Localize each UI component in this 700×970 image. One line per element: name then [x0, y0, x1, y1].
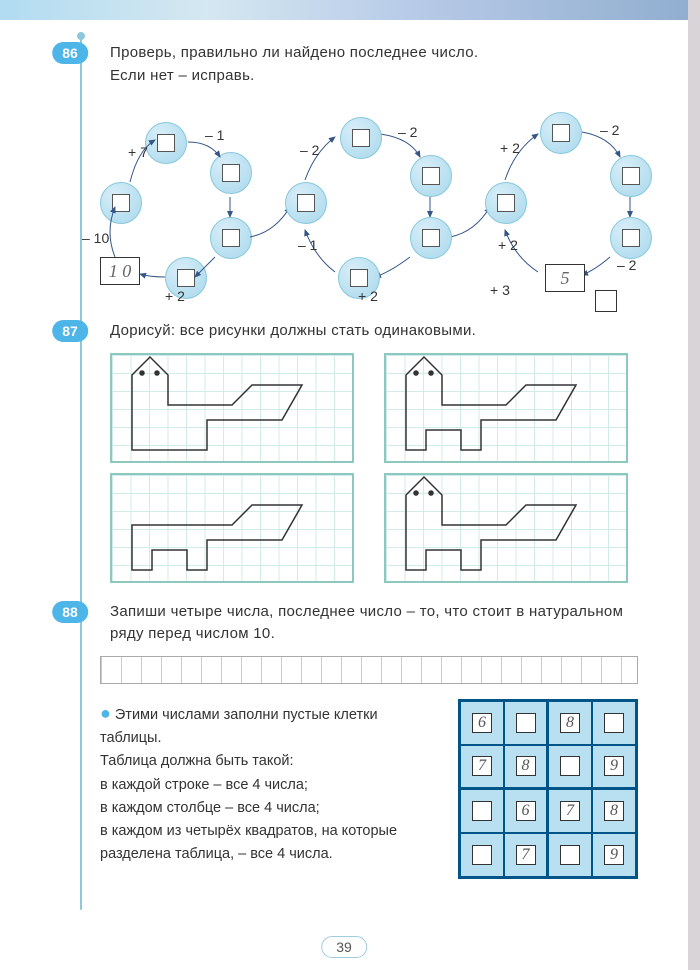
sudoku-cell: 8	[592, 789, 636, 833]
sudoku-cell: 9	[592, 745, 636, 789]
sudoku-cell: 8	[548, 701, 592, 745]
workbook-page: 86 Проверь, правильно ли найдено последн…	[0, 0, 700, 970]
op-label: – 1	[298, 237, 317, 253]
sudoku-table: 6 8 7 8 9 6 7 8 7 9	[458, 699, 638, 879]
chain-node	[210, 217, 252, 259]
sudoku-cell: 6	[460, 701, 504, 745]
op-label: + 2	[500, 140, 520, 156]
sudoku-value-box: 8	[604, 801, 624, 821]
chain-node	[410, 217, 452, 259]
exercise-number-badge: 87	[52, 320, 88, 342]
chain-node	[285, 182, 327, 224]
op-label: + 2	[498, 237, 518, 253]
chain-node	[540, 112, 582, 154]
drawing-grid	[384, 353, 628, 463]
sudoku-value-box: 9	[604, 845, 624, 865]
sudoku-value-box	[472, 801, 492, 821]
drawing-grid	[110, 473, 354, 583]
op-label: + 7	[128, 144, 148, 160]
grid-row-1	[110, 353, 628, 463]
exercise-88: 8 8 Запиши четыре числа, последнее число …	[80, 601, 658, 879]
number-chain-diagram: 1 0	[90, 102, 648, 302]
chain-node	[340, 117, 382, 159]
exercise-87-text: Дорисуй: все рисунки должны стать одинак…	[110, 320, 658, 343]
sudoku-value-box: 7	[516, 845, 536, 865]
sudoku-cell: 7	[504, 833, 548, 877]
sudoku-cell	[592, 701, 636, 745]
sudoku-value-box	[560, 845, 580, 865]
sudoku-value-box: 7	[472, 756, 492, 776]
grid-row-2	[110, 473, 628, 583]
drawing-grid	[110, 353, 354, 463]
op-label: + 3	[490, 282, 510, 298]
page-number: 39	[321, 936, 367, 958]
chain-node	[610, 217, 652, 259]
sudoku-cell: 7	[548, 789, 592, 833]
op-label: – 2	[617, 257, 636, 273]
answer-grid-strip	[100, 656, 638, 684]
exercise-86-text: Проверь, правильно ли найдено последнее …	[110, 42, 658, 87]
exercise-88-instructions: ●Этими числами заполни пустые клетки таб…	[100, 699, 438, 867]
drawing-grid	[384, 473, 628, 583]
sudoku-value-box: 8	[560, 713, 580, 733]
op-label: – 10	[82, 230, 109, 246]
exercise-87: 87 Дорисуй: все рисунки должны стать оди…	[80, 320, 658, 583]
chain-end-value: 5	[545, 264, 585, 292]
sudoku-cell: 8	[504, 745, 548, 789]
sudoku-value-box: 9	[604, 756, 624, 776]
chain-node	[210, 152, 252, 194]
chain-node	[610, 155, 652, 197]
sudoku-cell	[460, 833, 504, 877]
op-label: + 2	[165, 288, 185, 304]
sudoku-cell	[548, 745, 592, 789]
op-label: – 2	[600, 122, 619, 138]
op-label: – 2	[398, 124, 417, 140]
decorative-top	[0, 0, 688, 20]
correction-box	[595, 290, 617, 312]
chain-node	[410, 155, 452, 197]
sudoku-value-box	[472, 845, 492, 865]
sudoku-value-box: 8	[516, 756, 536, 776]
chain-node	[145, 122, 187, 164]
exercise-number-badge: 86	[52, 42, 88, 64]
op-label: + 2	[358, 288, 378, 304]
sudoku-cell	[460, 789, 504, 833]
sudoku-value-box: 6	[472, 713, 492, 733]
sudoku-value-box	[560, 756, 580, 776]
op-label: – 2	[300, 142, 319, 158]
sudoku-cell: 9	[592, 833, 636, 877]
chain-node	[485, 182, 527, 224]
sudoku-cell: 7	[460, 745, 504, 789]
chain-node	[100, 182, 142, 224]
sudoku-value-box	[516, 713, 536, 733]
op-label: – 1	[205, 127, 224, 143]
exercise-86: 86 Проверь, правильно ли найдено последн…	[80, 42, 658, 302]
sudoku-cell	[504, 701, 548, 745]
sudoku-cell: 6	[504, 789, 548, 833]
exercise-number-badge: 88	[52, 601, 88, 623]
exercise-88-text1: Запиши четыре числа, последнее число – т…	[110, 601, 658, 646]
sudoku-value-box: 6	[516, 801, 536, 821]
sudoku-value-box	[604, 713, 624, 733]
sudoku-value-box: 7	[560, 801, 580, 821]
chain-start-value: 1 0	[100, 257, 140, 285]
sudoku-cell	[548, 833, 592, 877]
